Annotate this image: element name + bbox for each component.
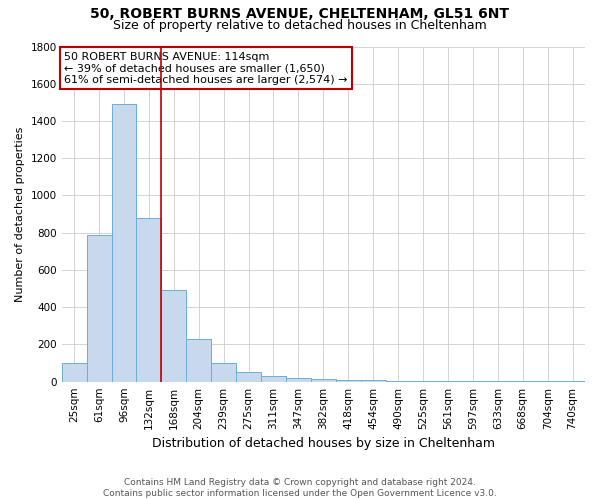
Text: Contains HM Land Registry data © Crown copyright and database right 2024.
Contai: Contains HM Land Registry data © Crown c… xyxy=(103,478,497,498)
Bar xyxy=(136,218,161,382)
Bar xyxy=(436,381,460,382)
Bar xyxy=(86,234,112,382)
Bar xyxy=(186,339,211,382)
Text: Size of property relative to detached houses in Cheltenham: Size of property relative to detached ho… xyxy=(113,18,487,32)
Bar xyxy=(161,290,186,382)
Bar xyxy=(62,363,86,382)
Bar xyxy=(286,378,311,382)
Bar xyxy=(311,379,336,382)
Bar xyxy=(211,363,236,382)
Bar xyxy=(386,380,410,382)
X-axis label: Distribution of detached houses by size in Cheltenham: Distribution of detached houses by size … xyxy=(152,437,495,450)
Bar xyxy=(112,104,136,382)
Bar xyxy=(336,380,361,382)
Y-axis label: Number of detached properties: Number of detached properties xyxy=(15,126,25,302)
Bar xyxy=(460,381,485,382)
Text: 50 ROBERT BURNS AVENUE: 114sqm
← 39% of detached houses are smaller (1,650)
61% : 50 ROBERT BURNS AVENUE: 114sqm ← 39% of … xyxy=(64,52,348,84)
Bar xyxy=(236,372,261,382)
Bar xyxy=(261,376,286,382)
Bar xyxy=(410,381,436,382)
Bar xyxy=(361,380,386,382)
Text: 50, ROBERT BURNS AVENUE, CHELTENHAM, GL51 6NT: 50, ROBERT BURNS AVENUE, CHELTENHAM, GL5… xyxy=(91,8,509,22)
